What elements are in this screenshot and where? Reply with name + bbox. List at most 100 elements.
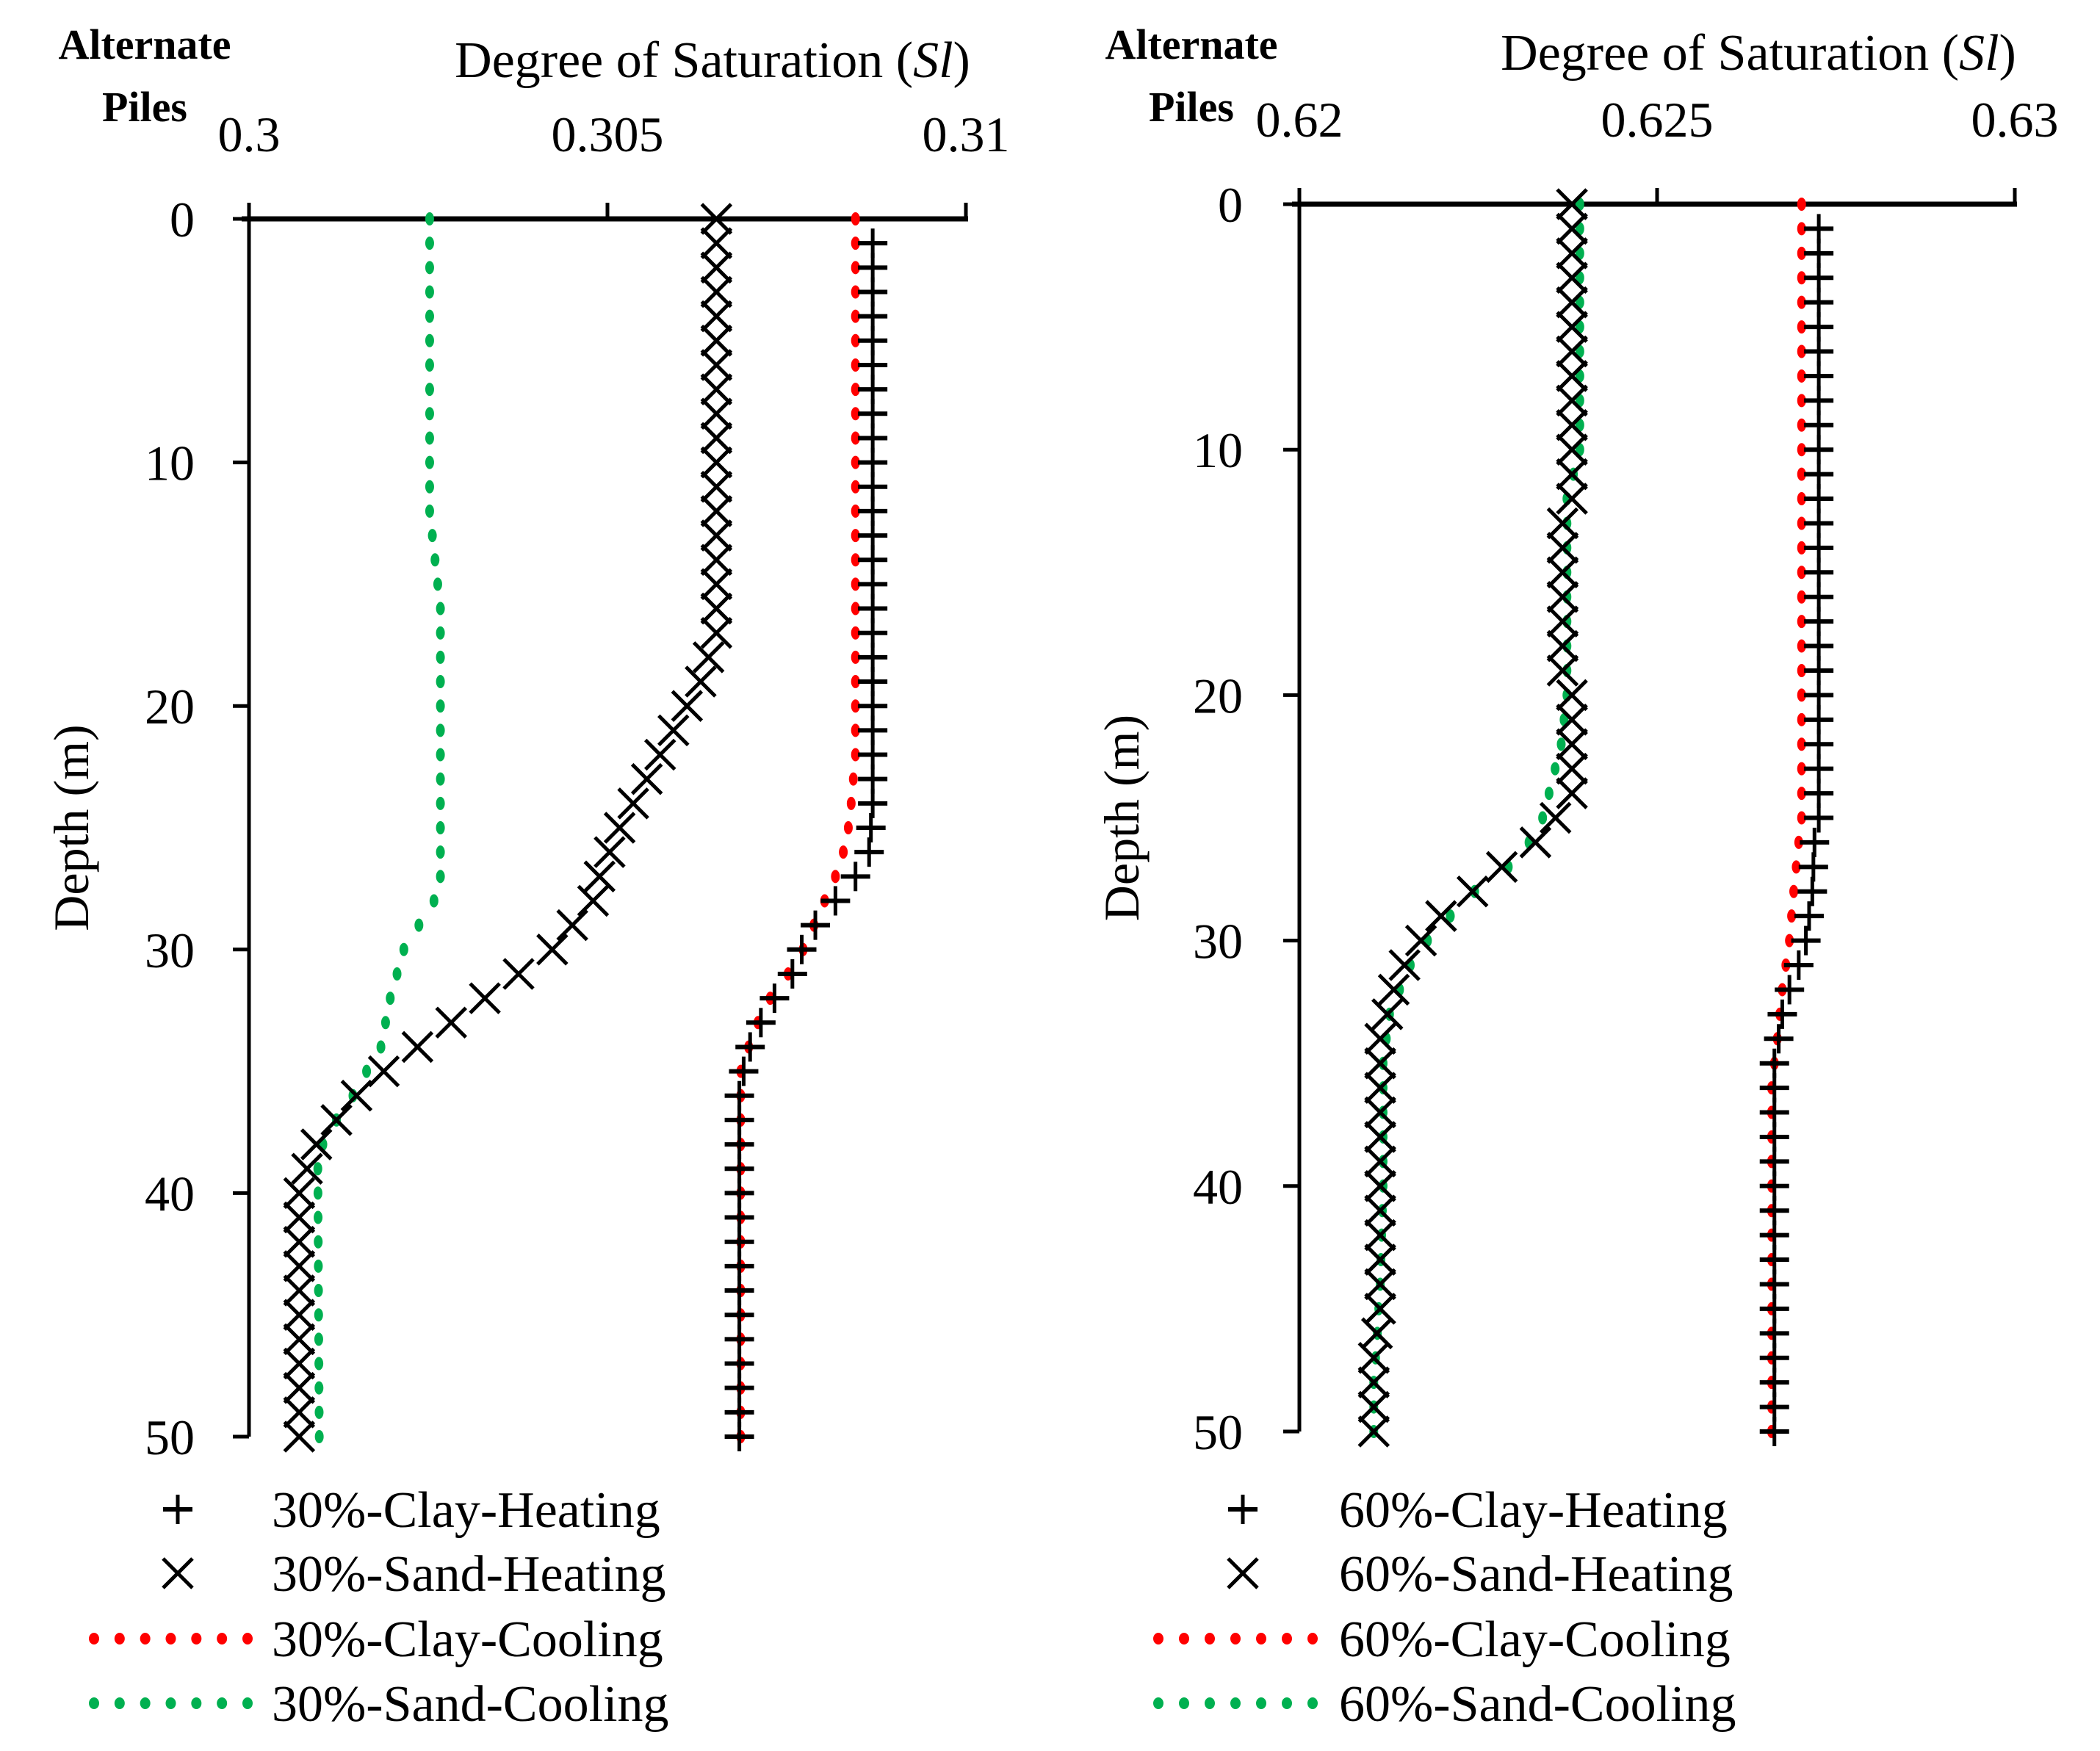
x-axis-title: Degree of Saturation (Sl) [455, 32, 970, 89]
data-point-dot [1797, 246, 1806, 260]
data-point-dot [1797, 590, 1806, 604]
data-point-plus [1804, 729, 1834, 759]
x-stroke-2 [1556, 311, 1588, 343]
data-point-x [283, 1323, 316, 1356]
y-tick-label: 0 [170, 192, 195, 248]
data-point-plus [1759, 1343, 1789, 1373]
data-point-dot [1797, 295, 1806, 309]
data-point-dot [376, 1040, 386, 1054]
data-point-plus [1759, 1417, 1789, 1446]
data-point-dot [436, 650, 445, 664]
x-stroke-2 [1371, 998, 1404, 1030]
data-point-plus [1759, 1048, 1789, 1078]
y-tick-label: 40 [145, 1166, 195, 1221]
x-stroke-2 [643, 738, 676, 771]
x-tick-label: 0.63 [1971, 92, 2059, 148]
data-point-dot [436, 870, 445, 884]
data-point-dot [851, 455, 860, 469]
data-point-plus [735, 1032, 765, 1062]
x-stroke-2 [1546, 556, 1579, 589]
data-point-dot [425, 309, 434, 323]
data-point-x [1364, 1268, 1396, 1301]
x-stroke-2 [435, 1006, 467, 1039]
data-point-x [700, 519, 733, 552]
x-stroke-2 [283, 1177, 316, 1210]
data-point-dot [851, 675, 860, 689]
data-point-x [502, 958, 535, 990]
x-stroke-2 [1556, 335, 1588, 368]
data-point-plus [777, 958, 807, 989]
legend-marker-x [1227, 1557, 1259, 1589]
data-point-x [700, 592, 733, 625]
data-point-plus [1804, 484, 1834, 514]
data-point-dot [1797, 222, 1806, 236]
x-stroke-2 [1556, 752, 1588, 785]
legend-entry: 30%-Sand-Cooling [89, 1676, 669, 1733]
data-point-x [700, 275, 733, 308]
x-stroke-2 [685, 665, 717, 698]
data-point-dot [1785, 934, 1794, 947]
data-point-x [1357, 1341, 1390, 1374]
data-point-x [283, 1371, 316, 1404]
data-point-dot [425, 285, 434, 299]
legend-dot [1282, 1633, 1292, 1645]
legend-dot [114, 1697, 125, 1709]
x-stroke-2 [1364, 1121, 1396, 1153]
data-point-x [700, 397, 733, 430]
x-stroke-2 [1364, 1243, 1396, 1276]
data-point-plus [1759, 1368, 1789, 1398]
x-stroke-2 [1357, 1390, 1390, 1423]
data-point-x [1519, 826, 1552, 859]
panel-label-line-2: Piles [1149, 83, 1234, 131]
data-point-plus [1759, 1196, 1789, 1226]
data-point-x [1556, 360, 1588, 392]
data-point-x [1456, 875, 1489, 908]
legend-label: 60%-Sand-Cooling [1339, 1676, 1736, 1733]
data-point-plus [801, 910, 831, 940]
data-point-x [1556, 212, 1588, 245]
data-point-dot [851, 383, 860, 397]
data-point-x [1546, 507, 1579, 540]
legend-dot [114, 1633, 125, 1645]
data-point-x [1357, 1390, 1390, 1423]
series-60%-clay-heating [1759, 214, 1834, 1446]
data-point-dot [314, 1284, 323, 1298]
data-point-dot [1797, 811, 1806, 825]
data-point-x [469, 982, 501, 1014]
legend-dot [1282, 1697, 1292, 1709]
x-stroke-2 [283, 1347, 316, 1380]
data-point-dot [1551, 762, 1560, 776]
data-point-x [593, 836, 626, 868]
x-stroke-2 [1364, 1145, 1396, 1178]
data-point-x [556, 909, 588, 942]
data-point-dot [436, 675, 445, 689]
legend-dot [1205, 1697, 1215, 1709]
y-axis-title: Depth (m) [43, 724, 99, 931]
x-stroke-2 [1364, 1022, 1396, 1055]
legend-label: 60%-Clay-Cooling [1339, 1611, 1731, 1668]
data-point-x [435, 1006, 467, 1039]
x-axis-title-close: ) [953, 32, 970, 89]
data-point-x [1404, 924, 1437, 957]
legend-label: 30%-Sand-Cooling [272, 1676, 669, 1733]
data-point-plus [1759, 1293, 1789, 1324]
data-point-plus [1804, 631, 1834, 661]
data-point-x [700, 300, 733, 333]
legend-dot [242, 1697, 253, 1709]
y-tick-label: 0 [1218, 177, 1243, 233]
data-point-dot [314, 1308, 323, 1322]
x-stroke-2 [700, 568, 733, 601]
data-point-x [1364, 1170, 1396, 1202]
data-point-x [1364, 1243, 1396, 1276]
data-point-dot [1797, 639, 1806, 653]
data-point-x [283, 1396, 316, 1429]
data-point-plus [1775, 975, 1805, 1005]
data-point-dot [1446, 909, 1455, 923]
x-tick-label: 0.31 [923, 106, 1010, 162]
x-axis-title-close: ) [1999, 25, 2016, 82]
data-point-plus [746, 1008, 776, 1038]
legend-dot [1153, 1633, 1163, 1645]
data-point-dot [425, 504, 434, 518]
x-tick-label: 0.3 [218, 106, 281, 162]
